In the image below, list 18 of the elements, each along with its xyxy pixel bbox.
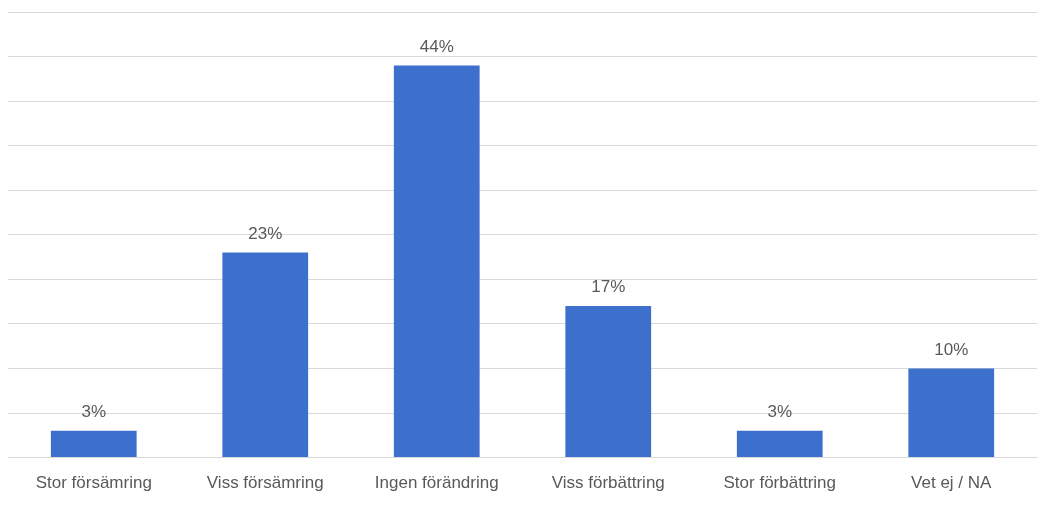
data-label: 17% <box>591 277 626 297</box>
bar <box>908 368 995 458</box>
data-label: 44% <box>419 36 454 56</box>
bar <box>565 306 652 458</box>
bar <box>393 65 480 458</box>
data-label: 10% <box>934 339 969 359</box>
data-label: 23% <box>248 223 283 243</box>
x-tick-label: Stor försämring <box>35 473 152 493</box>
bar <box>222 252 309 458</box>
data-label: 3% <box>81 402 107 422</box>
data-label: 3% <box>767 402 793 422</box>
x-tick-label: Ingen förändring <box>374 473 499 493</box>
bar <box>736 430 823 458</box>
bar <box>50 430 137 458</box>
x-tick-label: Viss förbättring <box>551 473 665 493</box>
x-tick-label: Viss försämring <box>206 473 324 493</box>
x-tick-label: Vet ej / NA <box>911 473 993 493</box>
x-tick-label: Stor förbättring <box>723 473 836 493</box>
